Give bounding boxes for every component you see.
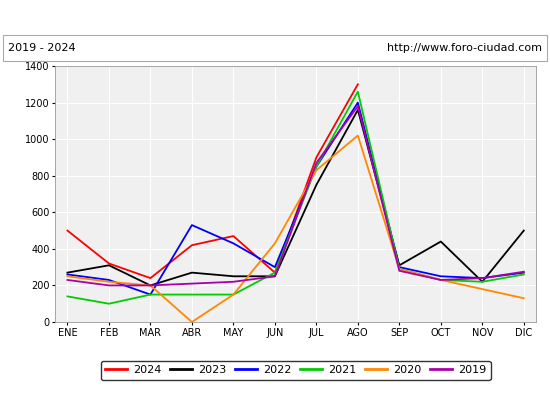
Text: http://www.foro-ciudad.com: http://www.foro-ciudad.com — [387, 43, 542, 53]
Text: 2019 - 2024: 2019 - 2024 — [8, 43, 76, 53]
Legend: 2024, 2023, 2022, 2021, 2020, 2019: 2024, 2023, 2022, 2021, 2020, 2019 — [101, 361, 491, 380]
Text: Evolucion Nº Turistas Nacionales en el municipio de Encinedo: Evolucion Nº Turistas Nacionales en el m… — [62, 10, 488, 24]
